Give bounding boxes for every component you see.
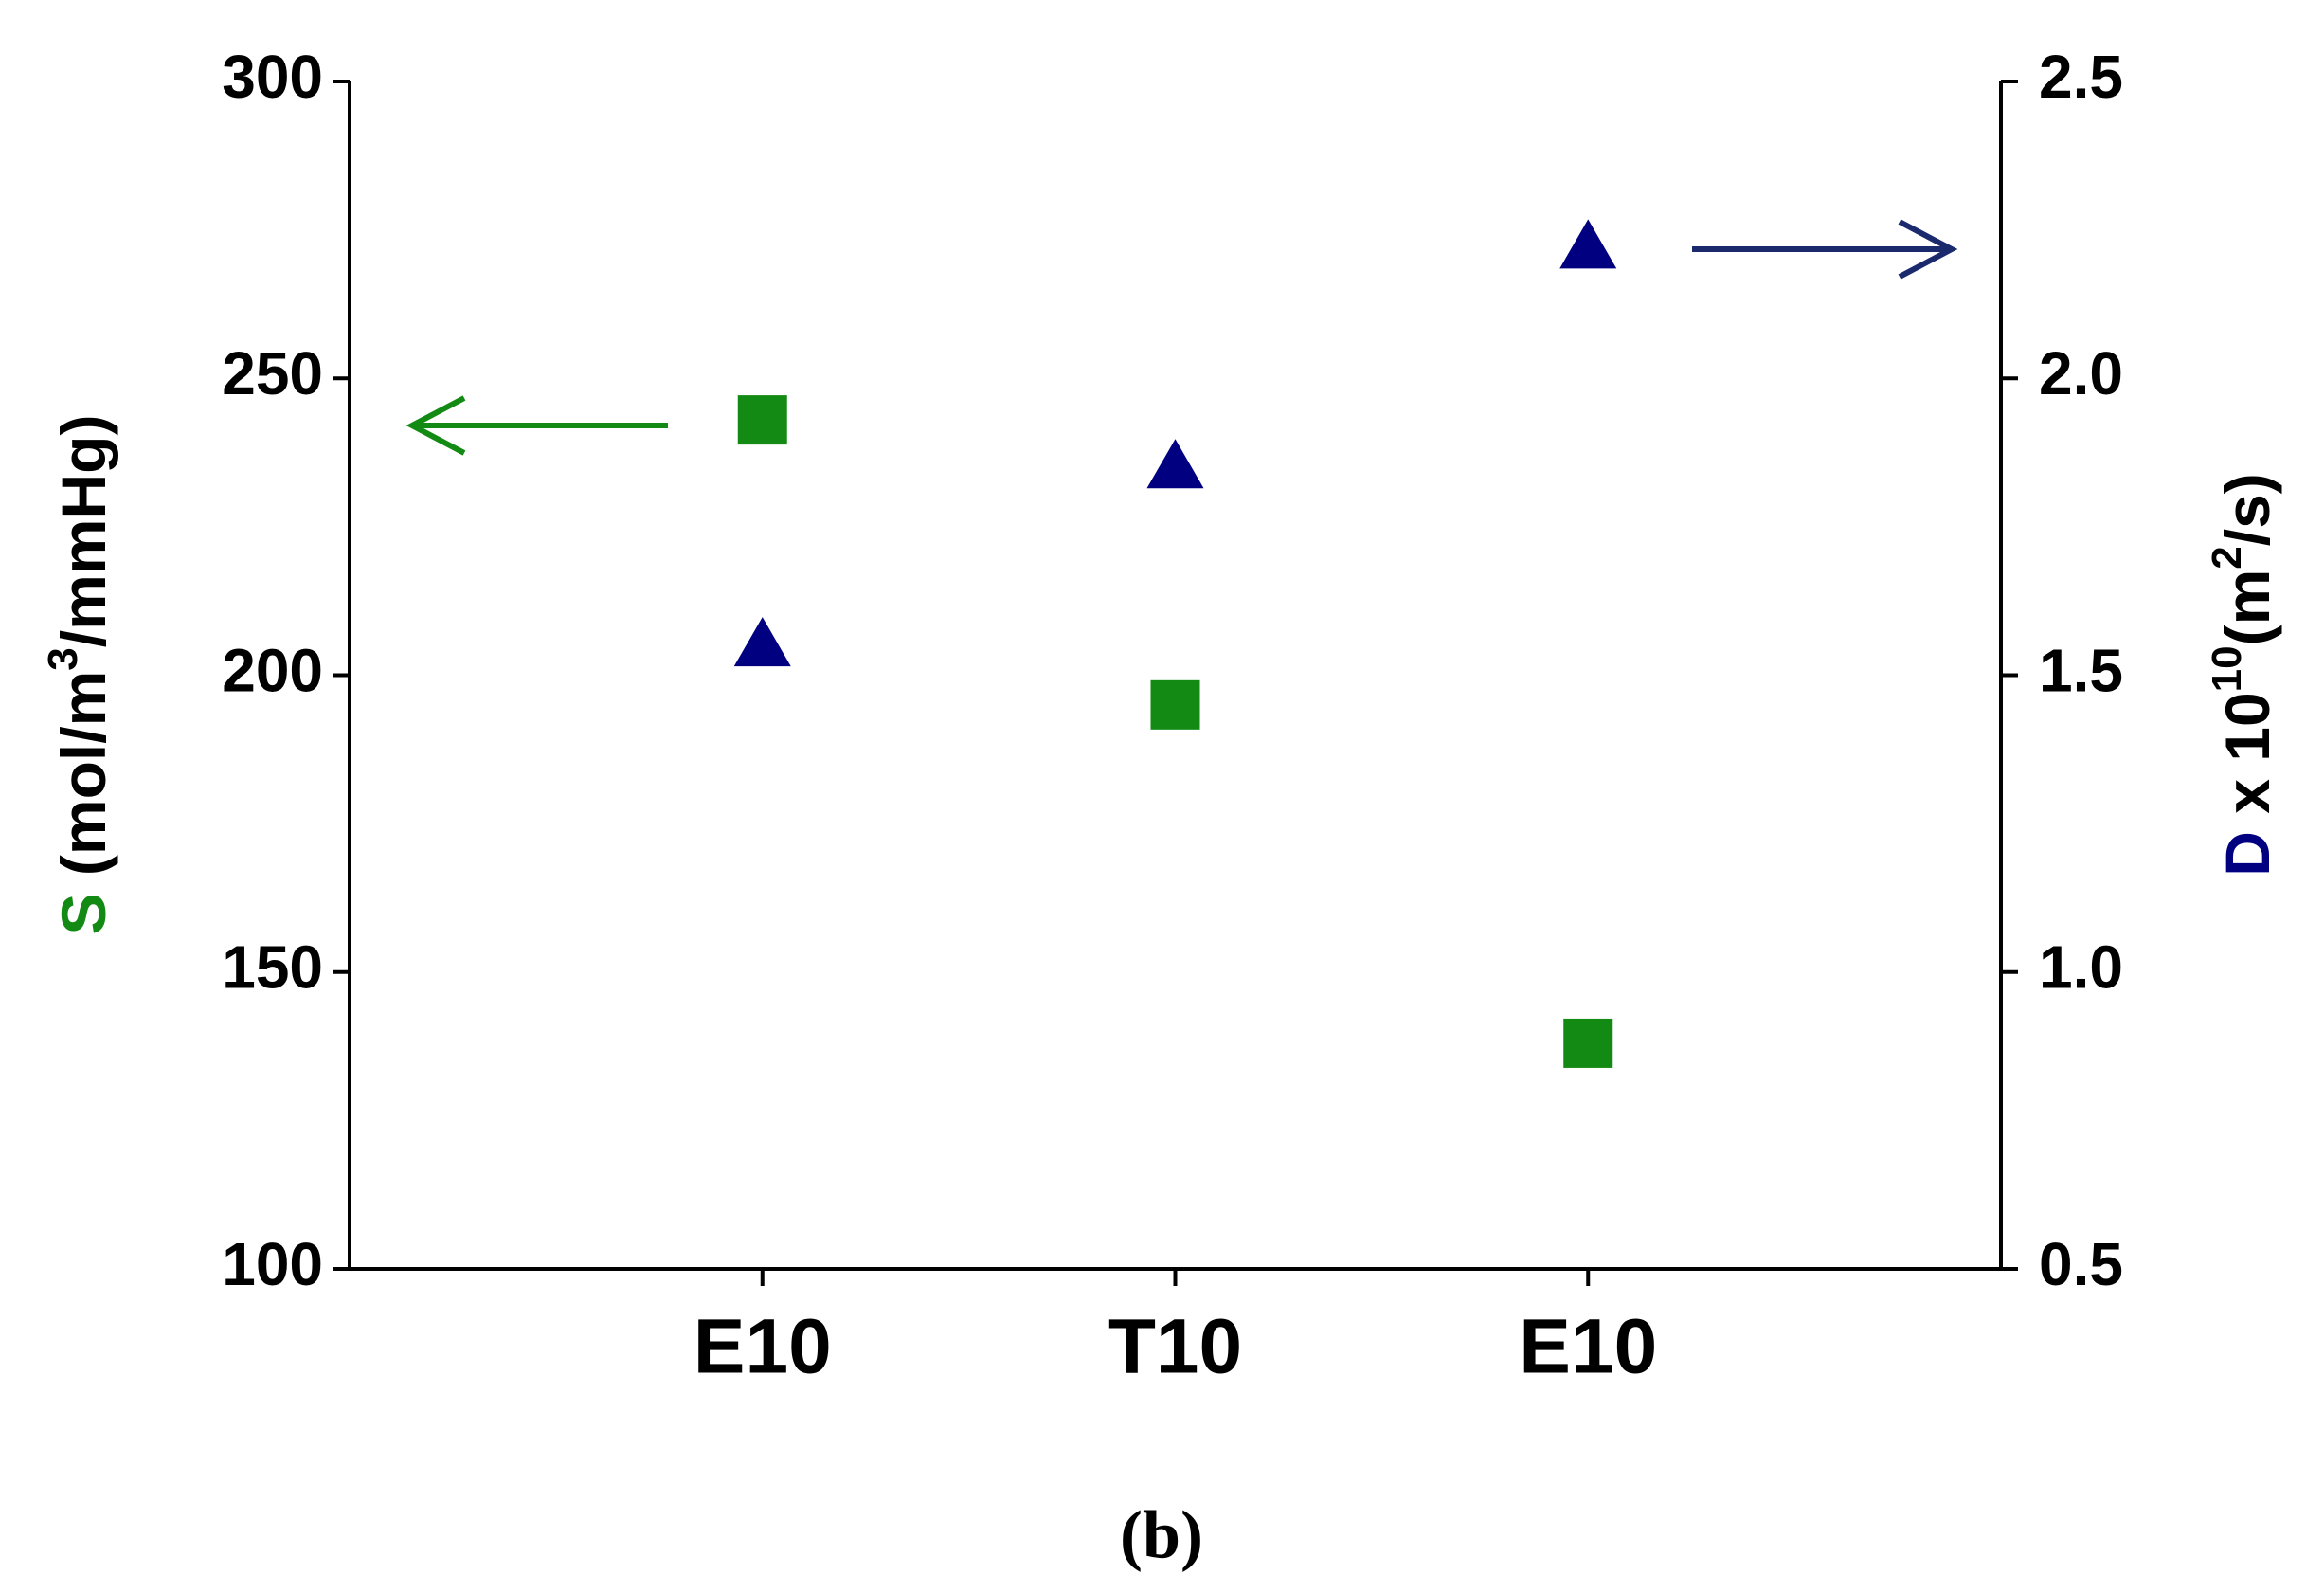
y2-tick-label: 2.5 xyxy=(2039,43,2123,111)
triangle-marker xyxy=(1559,219,1617,269)
y2-axis-label-part: 10 xyxy=(2204,645,2250,692)
y2-tick-label: 2.0 xyxy=(2039,339,2123,407)
y-tick-label: 250 xyxy=(222,339,323,407)
y-axis-label-part: /mmHg) xyxy=(48,415,118,648)
square-marker xyxy=(737,395,787,445)
x-tick-label: T10 xyxy=(1108,1304,1242,1390)
y2-axis-label-part: (m xyxy=(2212,570,2282,646)
y-tick-label: 300 xyxy=(222,43,323,111)
y-axis-label-part: (mol/m xyxy=(48,671,118,894)
triangle-marker xyxy=(1146,439,1204,489)
y2-axis-label-part: /s) xyxy=(2212,473,2282,546)
y-axis-label-part: 3 xyxy=(40,647,86,670)
y-axis-label: S (mol/m3/mmHg) xyxy=(40,415,118,935)
x-tick-label: E10 xyxy=(1519,1304,1657,1390)
arrow-left xyxy=(405,395,668,456)
y-tick-label: 100 xyxy=(222,1230,323,1298)
arrow-right xyxy=(1692,219,1958,280)
square-marker xyxy=(1563,1018,1613,1068)
y2-axis-label-part: 2 xyxy=(2204,546,2250,569)
y-tick-label: 150 xyxy=(222,933,323,1002)
y2-axis-label-part: x 10 xyxy=(2212,692,2282,831)
x-tick-label: E10 xyxy=(694,1304,832,1390)
y-tick-label: 200 xyxy=(222,636,323,704)
triangle-marker xyxy=(733,617,791,667)
y2-axis-label: D x 1010(m2/s) xyxy=(2204,473,2282,877)
y2-tick-label: 1.0 xyxy=(2039,933,2123,1002)
y2-axis-label-part: D xyxy=(2212,831,2282,877)
y2-tick-label: 0.5 xyxy=(2039,1230,2123,1298)
y-axis-label-part: S xyxy=(48,893,118,934)
square-marker xyxy=(1150,679,1200,730)
caption: (b) xyxy=(1120,1497,1203,1573)
y2-tick-label: 1.5 xyxy=(2039,636,2123,704)
